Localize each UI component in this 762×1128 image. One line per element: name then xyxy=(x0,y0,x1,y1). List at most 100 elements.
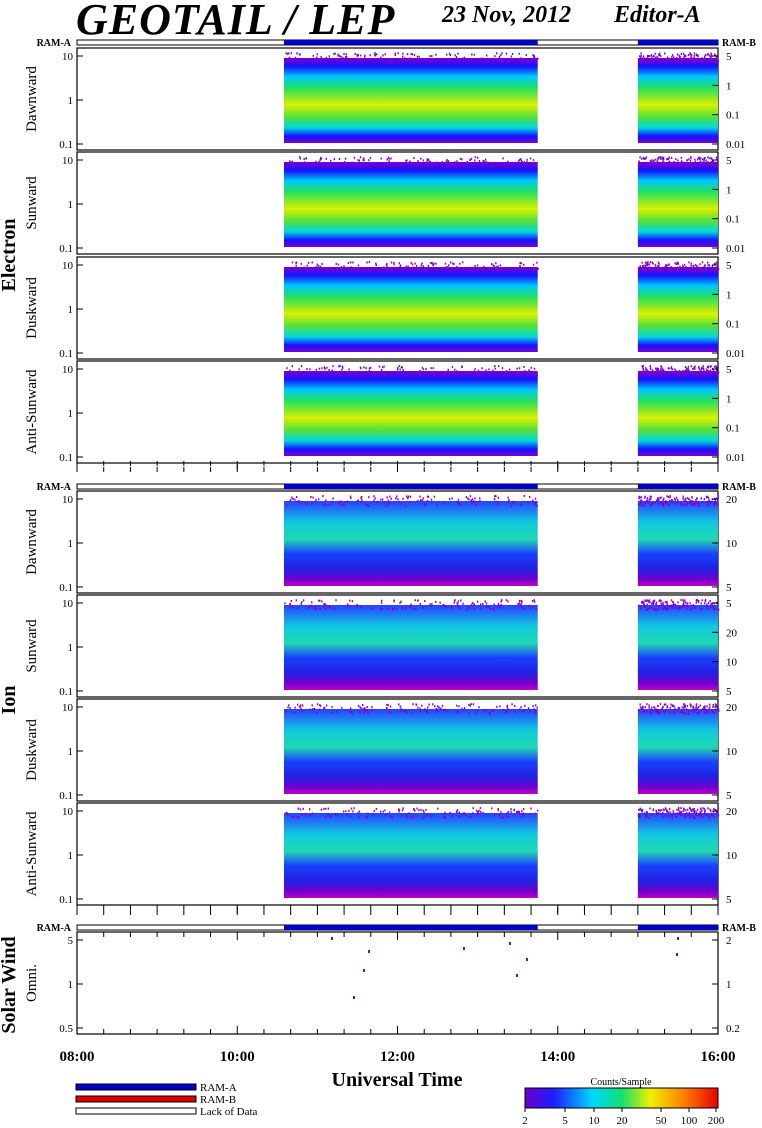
noise-speck xyxy=(714,61,716,64)
noise-speck xyxy=(652,710,655,713)
noise-speck xyxy=(648,500,651,503)
noise-speck xyxy=(651,503,654,506)
noise-speck xyxy=(498,57,500,60)
noise-speck xyxy=(455,56,458,59)
noise-speck xyxy=(520,599,523,602)
noise-speck xyxy=(646,368,648,371)
noise-speck xyxy=(713,502,716,505)
noise-speck xyxy=(659,710,662,713)
noise-speck xyxy=(447,160,450,163)
noise-speck xyxy=(692,270,694,273)
noise-speck xyxy=(316,703,319,706)
noise-speck xyxy=(400,707,402,710)
noise-speck xyxy=(643,603,645,606)
noise-speck xyxy=(311,374,314,377)
noise-speck xyxy=(667,157,669,160)
noise-speck xyxy=(708,707,710,710)
noise-speck xyxy=(334,371,336,374)
noise-speck xyxy=(295,599,298,602)
noise-speck xyxy=(500,604,503,607)
noise-speck xyxy=(307,261,310,264)
noise-speck xyxy=(460,372,463,375)
noise-speck xyxy=(401,607,404,610)
noise-speck xyxy=(405,265,407,268)
noise-speck xyxy=(657,261,660,264)
noise-speck xyxy=(513,704,516,707)
noise-speck xyxy=(430,367,432,370)
noise-speck xyxy=(431,165,433,168)
noise-speck xyxy=(453,601,455,604)
noise-speck xyxy=(457,498,460,501)
noise-speck xyxy=(671,55,673,58)
noise-speck xyxy=(327,813,330,816)
noise-speck xyxy=(673,160,675,163)
noise-speck xyxy=(521,267,524,270)
noise-speck xyxy=(517,374,519,377)
noise-speck xyxy=(446,161,448,164)
noise-speck xyxy=(419,495,421,498)
noise-speck xyxy=(501,367,504,370)
noise-speck xyxy=(305,814,307,817)
noise-speck xyxy=(685,708,688,711)
panel-label: Duskward xyxy=(24,719,40,781)
noise-speck xyxy=(336,710,338,713)
noise-speck xyxy=(536,809,539,812)
panel-label: Sunward xyxy=(24,619,40,673)
noise-speck xyxy=(521,607,524,610)
noise-speck xyxy=(665,501,667,504)
y2-tick-label: 20 xyxy=(726,627,738,639)
noise-speck xyxy=(640,707,643,710)
noise-speck xyxy=(388,709,390,712)
noise-speck xyxy=(296,52,298,55)
y2-tick-label: 2 xyxy=(726,935,732,947)
noise-speck xyxy=(341,706,343,709)
noise-speck xyxy=(461,158,463,161)
noise-speck xyxy=(638,160,640,163)
noise-speck xyxy=(700,267,702,270)
noise-speck xyxy=(647,269,650,272)
noise-speck xyxy=(678,707,681,710)
noise-speck xyxy=(713,270,715,273)
noise-speck xyxy=(286,504,288,507)
noise-speck xyxy=(666,810,668,813)
noise-speck xyxy=(670,599,673,602)
legend-label: RAM-A xyxy=(200,1082,237,1094)
y-tick-label: 1 xyxy=(68,199,74,211)
noise-speck xyxy=(683,707,685,710)
y2-tick-label: 0.1 xyxy=(726,110,740,122)
noise-speck xyxy=(690,54,693,57)
noise-speck xyxy=(693,504,696,507)
noise-speck xyxy=(415,608,417,611)
noise-speck xyxy=(670,164,673,167)
noise-speck xyxy=(656,57,659,60)
noise-speck xyxy=(339,365,341,368)
noise-speck xyxy=(649,601,651,604)
noise-speck xyxy=(646,703,648,706)
noise-speck xyxy=(496,59,498,62)
noise-speck xyxy=(672,600,674,603)
noise-speck xyxy=(351,712,353,715)
noise-speck xyxy=(526,161,528,164)
noise-speck xyxy=(683,500,685,503)
solar-wind-point xyxy=(526,958,528,961)
noise-speck xyxy=(536,504,538,507)
noise-speck xyxy=(306,503,309,506)
noise-speck xyxy=(442,266,444,269)
noise-speck xyxy=(657,809,660,812)
noise-speck xyxy=(665,608,667,611)
mode-right-label: RAM-B xyxy=(722,923,756,934)
noise-speck xyxy=(526,158,528,161)
noise-speck xyxy=(356,603,358,606)
noise-speck xyxy=(662,157,664,160)
legend-swatch xyxy=(75,1083,197,1091)
noise-speck xyxy=(642,368,644,371)
noise-speck xyxy=(650,711,652,714)
noise-speck xyxy=(705,709,708,712)
noise-speck xyxy=(660,158,662,161)
noise-speck xyxy=(645,814,647,817)
noise-speck xyxy=(500,53,502,56)
noise-speck xyxy=(363,711,366,714)
noise-speck xyxy=(414,163,416,166)
noise-speck xyxy=(640,808,642,811)
noise-speck xyxy=(649,497,652,500)
